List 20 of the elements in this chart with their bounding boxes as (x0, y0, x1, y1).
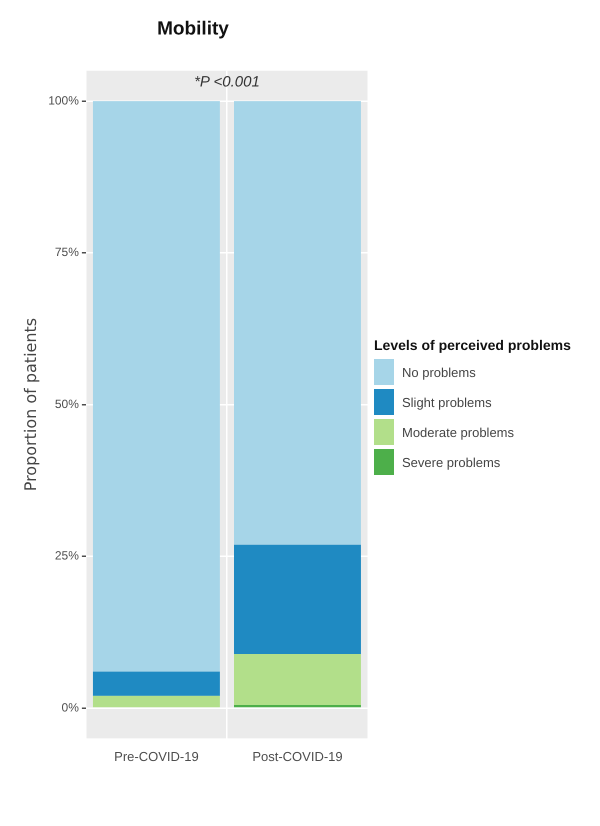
y-tick-label: 50% (54, 396, 80, 411)
x-tick-label: Pre-COVID-19 (114, 748, 199, 764)
bar (92, 672, 220, 696)
y-tick-label: 0% (62, 700, 80, 714)
y-tick-label: 25% (54, 548, 80, 563)
annotation: *P <0.001 (194, 73, 260, 90)
legend-title: Levels of perceived problems (374, 337, 571, 353)
bar (234, 101, 361, 545)
legend-label: Severe problems (402, 454, 500, 470)
bar (234, 544, 361, 654)
x-tick-label: Post-COVID-19 (252, 748, 343, 764)
bar (92, 696, 220, 708)
y-tick-label: 75% (54, 245, 80, 260)
legend-label: Moderate problems (402, 424, 514, 440)
bar (234, 654, 361, 706)
legend-label: Slight problems (402, 394, 492, 410)
y-tick-label: 100% (48, 93, 80, 108)
y-axis-title: Proportion of patients (20, 318, 40, 492)
legend-label: No problems (402, 364, 476, 380)
chart-title: Mobility (157, 18, 230, 40)
